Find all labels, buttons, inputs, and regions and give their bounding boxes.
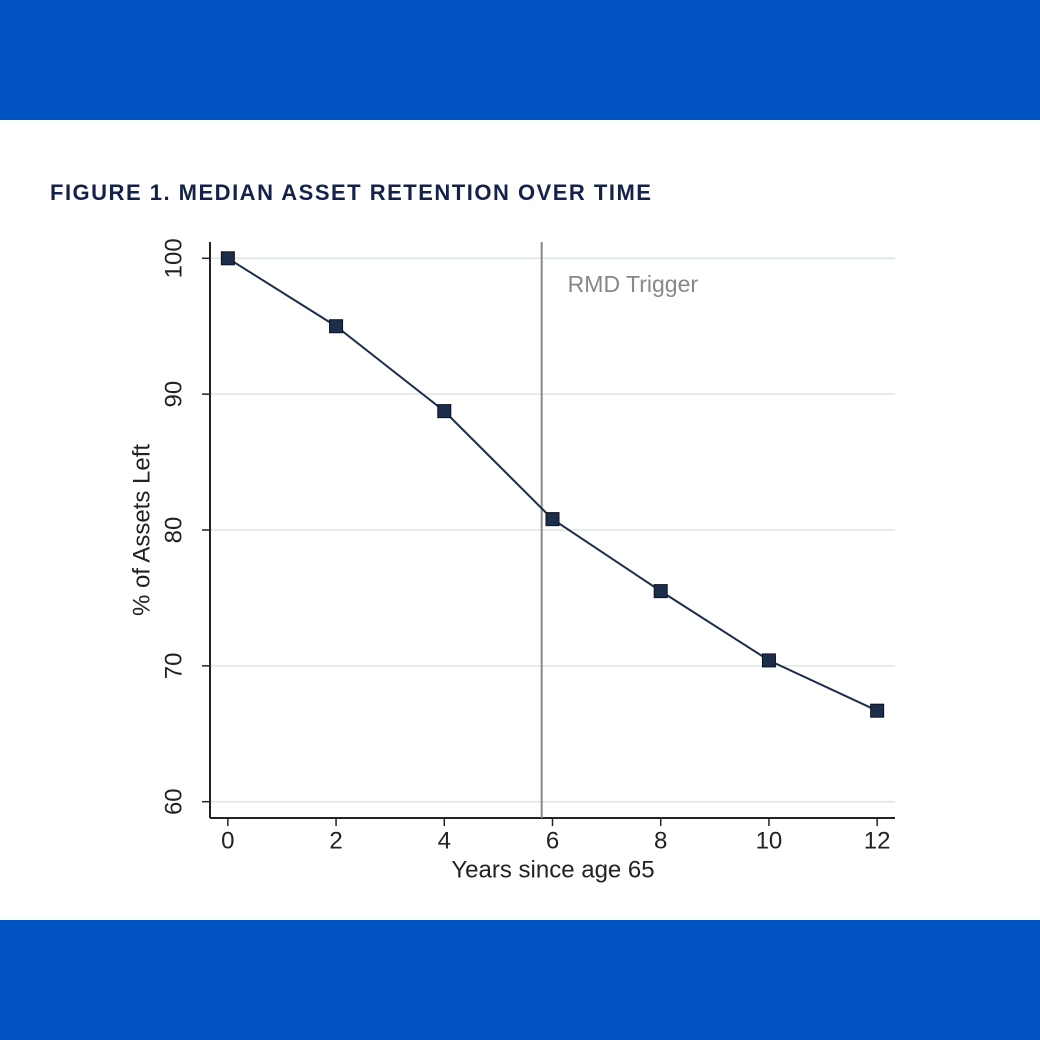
marker: [653, 584, 668, 599]
top-band: [0, 0, 1040, 120]
x-tick-label: 12: [864, 827, 891, 854]
x-axis-title: Years since age 65: [451, 856, 654, 883]
chart-title: FIGURE 1. MEDIAN ASSET RETENTION OVER TI…: [50, 180, 652, 205]
y-tick-label: 70: [160, 652, 187, 679]
y-tick-label: 60: [160, 788, 187, 815]
marker: [870, 703, 885, 718]
x-tick-label: 4: [438, 827, 451, 854]
marker: [437, 404, 452, 419]
marker: [329, 319, 344, 334]
y-tick-label: 80: [160, 517, 187, 544]
reference-label: RMD Trigger: [568, 271, 699, 297]
line: [227, 257, 878, 712]
x-tick-label: 6: [546, 827, 559, 854]
marker: [545, 512, 560, 527]
x-tick-label: 0: [221, 827, 234, 854]
x-tick-label: 10: [756, 827, 783, 854]
y-tick-label: 100: [160, 238, 187, 278]
x-tick-label: 8: [654, 827, 667, 854]
bottom-band: [0, 920, 1040, 1040]
x-tick-label: 2: [329, 827, 342, 854]
y-tick-label: 90: [160, 381, 187, 408]
y-axis-title: % of Assets Left: [128, 444, 155, 616]
marker: [220, 251, 235, 266]
marker: [761, 653, 776, 668]
